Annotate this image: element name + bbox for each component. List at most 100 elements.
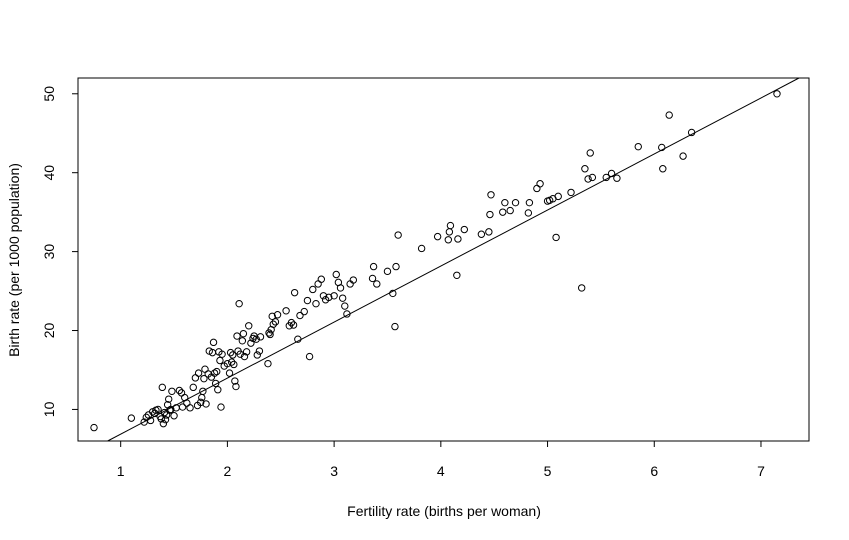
data-point xyxy=(226,348,235,357)
data-point xyxy=(227,358,236,366)
data-point xyxy=(213,367,221,376)
data-point xyxy=(330,292,338,300)
data-point xyxy=(501,198,509,207)
data-point xyxy=(679,152,687,160)
data-point xyxy=(240,352,249,361)
x-tick-label: 2 xyxy=(224,463,232,479)
data-point xyxy=(183,399,191,407)
data-point xyxy=(146,416,155,425)
data-point xyxy=(317,275,326,283)
data-point xyxy=(253,351,261,359)
data-point xyxy=(264,359,272,368)
data-point xyxy=(314,280,322,288)
data-point xyxy=(477,230,486,238)
data-point xyxy=(229,351,237,359)
data-point xyxy=(158,383,167,392)
data-point xyxy=(245,322,253,330)
x-axis-label: Fertility rate (births per woman) xyxy=(347,503,541,519)
data-points xyxy=(90,90,781,432)
data-point xyxy=(189,383,197,392)
x-tick-label: 1 xyxy=(117,463,125,479)
data-point xyxy=(389,289,397,298)
data-point xyxy=(202,400,210,408)
data-point xyxy=(194,369,203,377)
data-point xyxy=(487,191,495,199)
x-tick-label: 6 xyxy=(650,463,658,479)
data-point xyxy=(300,307,308,316)
data-point xyxy=(567,188,575,197)
data-point xyxy=(338,294,347,302)
data-point xyxy=(238,337,247,345)
data-point xyxy=(613,174,621,182)
x-tick-label: 7 xyxy=(757,463,765,479)
data-point xyxy=(168,387,176,395)
y-tick-label: 20 xyxy=(41,323,57,339)
data-point xyxy=(294,335,302,343)
data-point xyxy=(282,307,290,315)
y-tick-label: 40 xyxy=(41,165,57,181)
data-point xyxy=(305,352,314,361)
data-point xyxy=(186,404,194,412)
data-point xyxy=(154,405,162,414)
data-point xyxy=(242,348,251,356)
data-point xyxy=(433,232,442,241)
data-point xyxy=(216,356,224,365)
data-point xyxy=(499,208,507,216)
data-point xyxy=(506,206,514,215)
data-point xyxy=(309,285,317,294)
x-tick-label: 4 xyxy=(437,463,445,479)
data-point xyxy=(588,173,597,182)
data-point xyxy=(199,387,207,395)
y-tick-label: 50 xyxy=(41,86,57,102)
data-point xyxy=(665,111,673,119)
data-point xyxy=(486,210,494,219)
data-point xyxy=(444,236,453,244)
data-point xyxy=(533,184,541,193)
data-point xyxy=(554,192,562,201)
data-point xyxy=(391,322,399,331)
regression-line-group xyxy=(107,77,800,442)
data-point xyxy=(218,350,226,358)
data-point xyxy=(255,347,264,355)
data-point xyxy=(536,180,544,188)
data-point xyxy=(325,293,333,302)
data-point xyxy=(634,142,642,151)
data-point xyxy=(349,276,358,284)
data-point xyxy=(460,225,469,234)
data-point xyxy=(454,235,462,243)
data-point xyxy=(231,377,239,385)
data-point xyxy=(485,228,493,236)
x-tick-label: 3 xyxy=(330,463,338,479)
data-point xyxy=(166,406,174,414)
data-point xyxy=(552,233,560,242)
data-point xyxy=(217,403,225,411)
data-point xyxy=(369,262,378,271)
data-point xyxy=(586,149,594,157)
data-point xyxy=(658,143,666,152)
data-point xyxy=(175,386,184,395)
data-point xyxy=(170,412,178,420)
data-point xyxy=(296,311,304,320)
y-tick-label: 30 xyxy=(41,244,57,260)
data-point xyxy=(214,386,222,394)
data-point xyxy=(368,274,377,283)
data-point xyxy=(165,395,173,403)
data-point xyxy=(446,221,455,230)
data-point xyxy=(341,302,349,310)
data-point xyxy=(290,288,299,297)
data-point xyxy=(581,165,589,173)
data-point xyxy=(230,360,238,369)
data-point xyxy=(373,280,381,288)
data-point xyxy=(269,320,277,328)
data-point xyxy=(232,382,240,391)
data-point xyxy=(209,338,218,347)
data-point xyxy=(287,318,296,327)
data-point xyxy=(607,169,616,178)
x-tick-label: 5 xyxy=(544,463,552,479)
x-axis: 1 2 3 4 5 6 7 xyxy=(117,441,765,479)
data-point xyxy=(584,175,592,183)
y-axis: 10 20 30 40 50 xyxy=(41,86,78,417)
data-point xyxy=(266,330,274,339)
data-point xyxy=(343,310,351,318)
